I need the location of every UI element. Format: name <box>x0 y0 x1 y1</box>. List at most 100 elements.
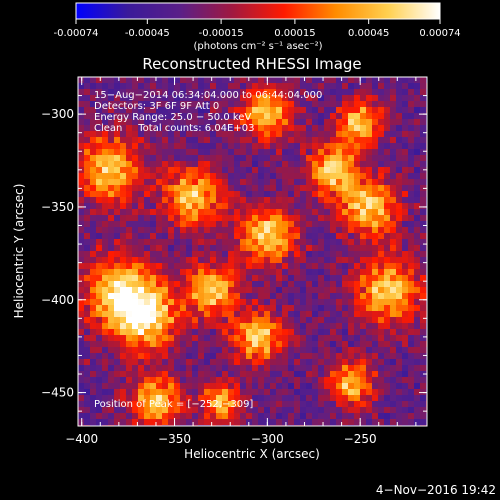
heatmap-pixel <box>210 143 217 150</box>
heatmap-pixel <box>300 197 307 204</box>
heatmap-pixel <box>420 377 427 384</box>
heatmap-pixel <box>138 263 145 270</box>
heatmap-pixel <box>336 401 343 408</box>
heatmap-pixel <box>372 233 379 240</box>
heatmap-pixel <box>186 323 193 330</box>
heatmap-pixel <box>186 383 193 390</box>
heatmap-pixel <box>396 353 403 360</box>
heatmap-pixel <box>186 233 193 240</box>
heatmap-pixel <box>168 347 175 354</box>
heatmap-pixel <box>288 173 295 180</box>
heatmap-pixel <box>246 389 253 396</box>
heatmap-pixel <box>78 317 85 324</box>
heatmap-pixel <box>144 149 151 156</box>
heatmap-pixel <box>408 323 415 330</box>
heatmap-pixel <box>420 221 427 228</box>
heatmap-pixel <box>216 263 223 270</box>
heatmap-pixel <box>318 299 325 306</box>
heatmap-pixel <box>276 95 283 102</box>
heatmap-pixel <box>156 149 163 156</box>
heatmap-pixel <box>360 353 367 360</box>
heatmap-pixel <box>90 95 97 102</box>
heatmap-pixel <box>132 149 139 156</box>
heatmap-pixel <box>264 281 271 288</box>
heatmap-pixel <box>282 197 289 204</box>
heatmap-pixel <box>240 371 247 378</box>
heatmap-pixel <box>120 275 127 282</box>
heatmap-pixel <box>402 119 409 126</box>
heatmap-pixel <box>378 161 385 168</box>
heatmap-pixel <box>246 119 253 126</box>
heatmap-pixel <box>414 323 421 330</box>
heatmap-pixel <box>288 161 295 168</box>
heatmap-pixel <box>378 395 385 402</box>
heatmap-pixel <box>96 227 103 234</box>
heatmap-pixel <box>186 329 193 336</box>
heatmap-pixel <box>378 203 385 210</box>
heatmap-pixel <box>396 251 403 258</box>
heatmap-pixel <box>288 305 295 312</box>
heatmap-pixel <box>192 419 199 426</box>
heatmap-pixel <box>252 317 259 324</box>
heatmap-pixel <box>420 245 427 252</box>
heatmap-pixel <box>132 101 139 108</box>
heatmap-pixel <box>156 233 163 240</box>
heatmap-pixel <box>222 413 229 420</box>
heatmap-pixel <box>330 167 337 174</box>
heatmap-pixel <box>408 251 415 258</box>
heatmap-pixel <box>420 353 427 360</box>
heatmap-pixel <box>156 275 163 282</box>
heatmap-pixel <box>216 227 223 234</box>
heatmap-pixel <box>288 383 295 390</box>
heatmap-pixel <box>108 419 115 426</box>
heatmap-pixel <box>186 401 193 408</box>
heatmap-pixel <box>258 77 265 84</box>
heatmap-pixel <box>198 221 205 228</box>
heatmap-pixel <box>138 125 145 132</box>
heatmap-pixel <box>348 323 355 330</box>
heatmap-pixel <box>78 149 85 156</box>
heatmap-pixel <box>108 299 115 306</box>
heatmap-pixel <box>120 227 127 234</box>
heatmap-pixel <box>180 401 187 408</box>
heatmap-pixel <box>306 137 313 144</box>
heatmap-pixel <box>318 191 325 198</box>
heatmap-pixel <box>354 83 361 90</box>
heatmap-pixel <box>276 311 283 318</box>
heatmap-pixel <box>210 77 217 84</box>
heatmap-pixel <box>192 107 199 114</box>
heatmap-pixel <box>90 173 97 180</box>
heatmap-pixel <box>204 203 211 210</box>
heatmap-pixel <box>114 179 121 186</box>
heatmap-pixel <box>408 335 415 342</box>
heatmap-pixel <box>390 419 397 426</box>
heatmap-pixel <box>102 101 109 108</box>
heatmap-pixel <box>414 365 421 372</box>
heatmap-pixel <box>270 323 277 330</box>
heatmap-pixel <box>204 287 211 294</box>
heatmap-pixel <box>348 119 355 126</box>
heatmap-pixel <box>360 287 367 294</box>
heatmap-pixel <box>192 287 199 294</box>
heatmap-pixel <box>126 311 133 318</box>
heatmap-pixel <box>324 341 331 348</box>
heatmap-pixel <box>372 317 379 324</box>
heatmap-pixel <box>132 335 139 342</box>
heatmap-pixel <box>330 215 337 222</box>
heatmap-pixel <box>300 155 307 162</box>
heatmap-pixel <box>90 221 97 228</box>
heatmap-pixel <box>174 155 181 162</box>
heatmap-pixel <box>84 251 91 258</box>
heatmap-pixel <box>240 95 247 102</box>
heatmap-pixel <box>384 227 391 234</box>
heatmap-pixel <box>282 257 289 264</box>
heatmap-pixel <box>270 215 277 222</box>
heatmap-pixel <box>312 107 319 114</box>
heatmap-pixel <box>222 275 229 282</box>
heatmap-pixel <box>84 137 91 144</box>
heatmap-pixel <box>90 359 97 366</box>
heatmap-pixel <box>372 191 379 198</box>
heatmap-pixel <box>138 305 145 312</box>
heatmap-pixel <box>162 359 169 366</box>
heatmap-pixel <box>228 197 235 204</box>
